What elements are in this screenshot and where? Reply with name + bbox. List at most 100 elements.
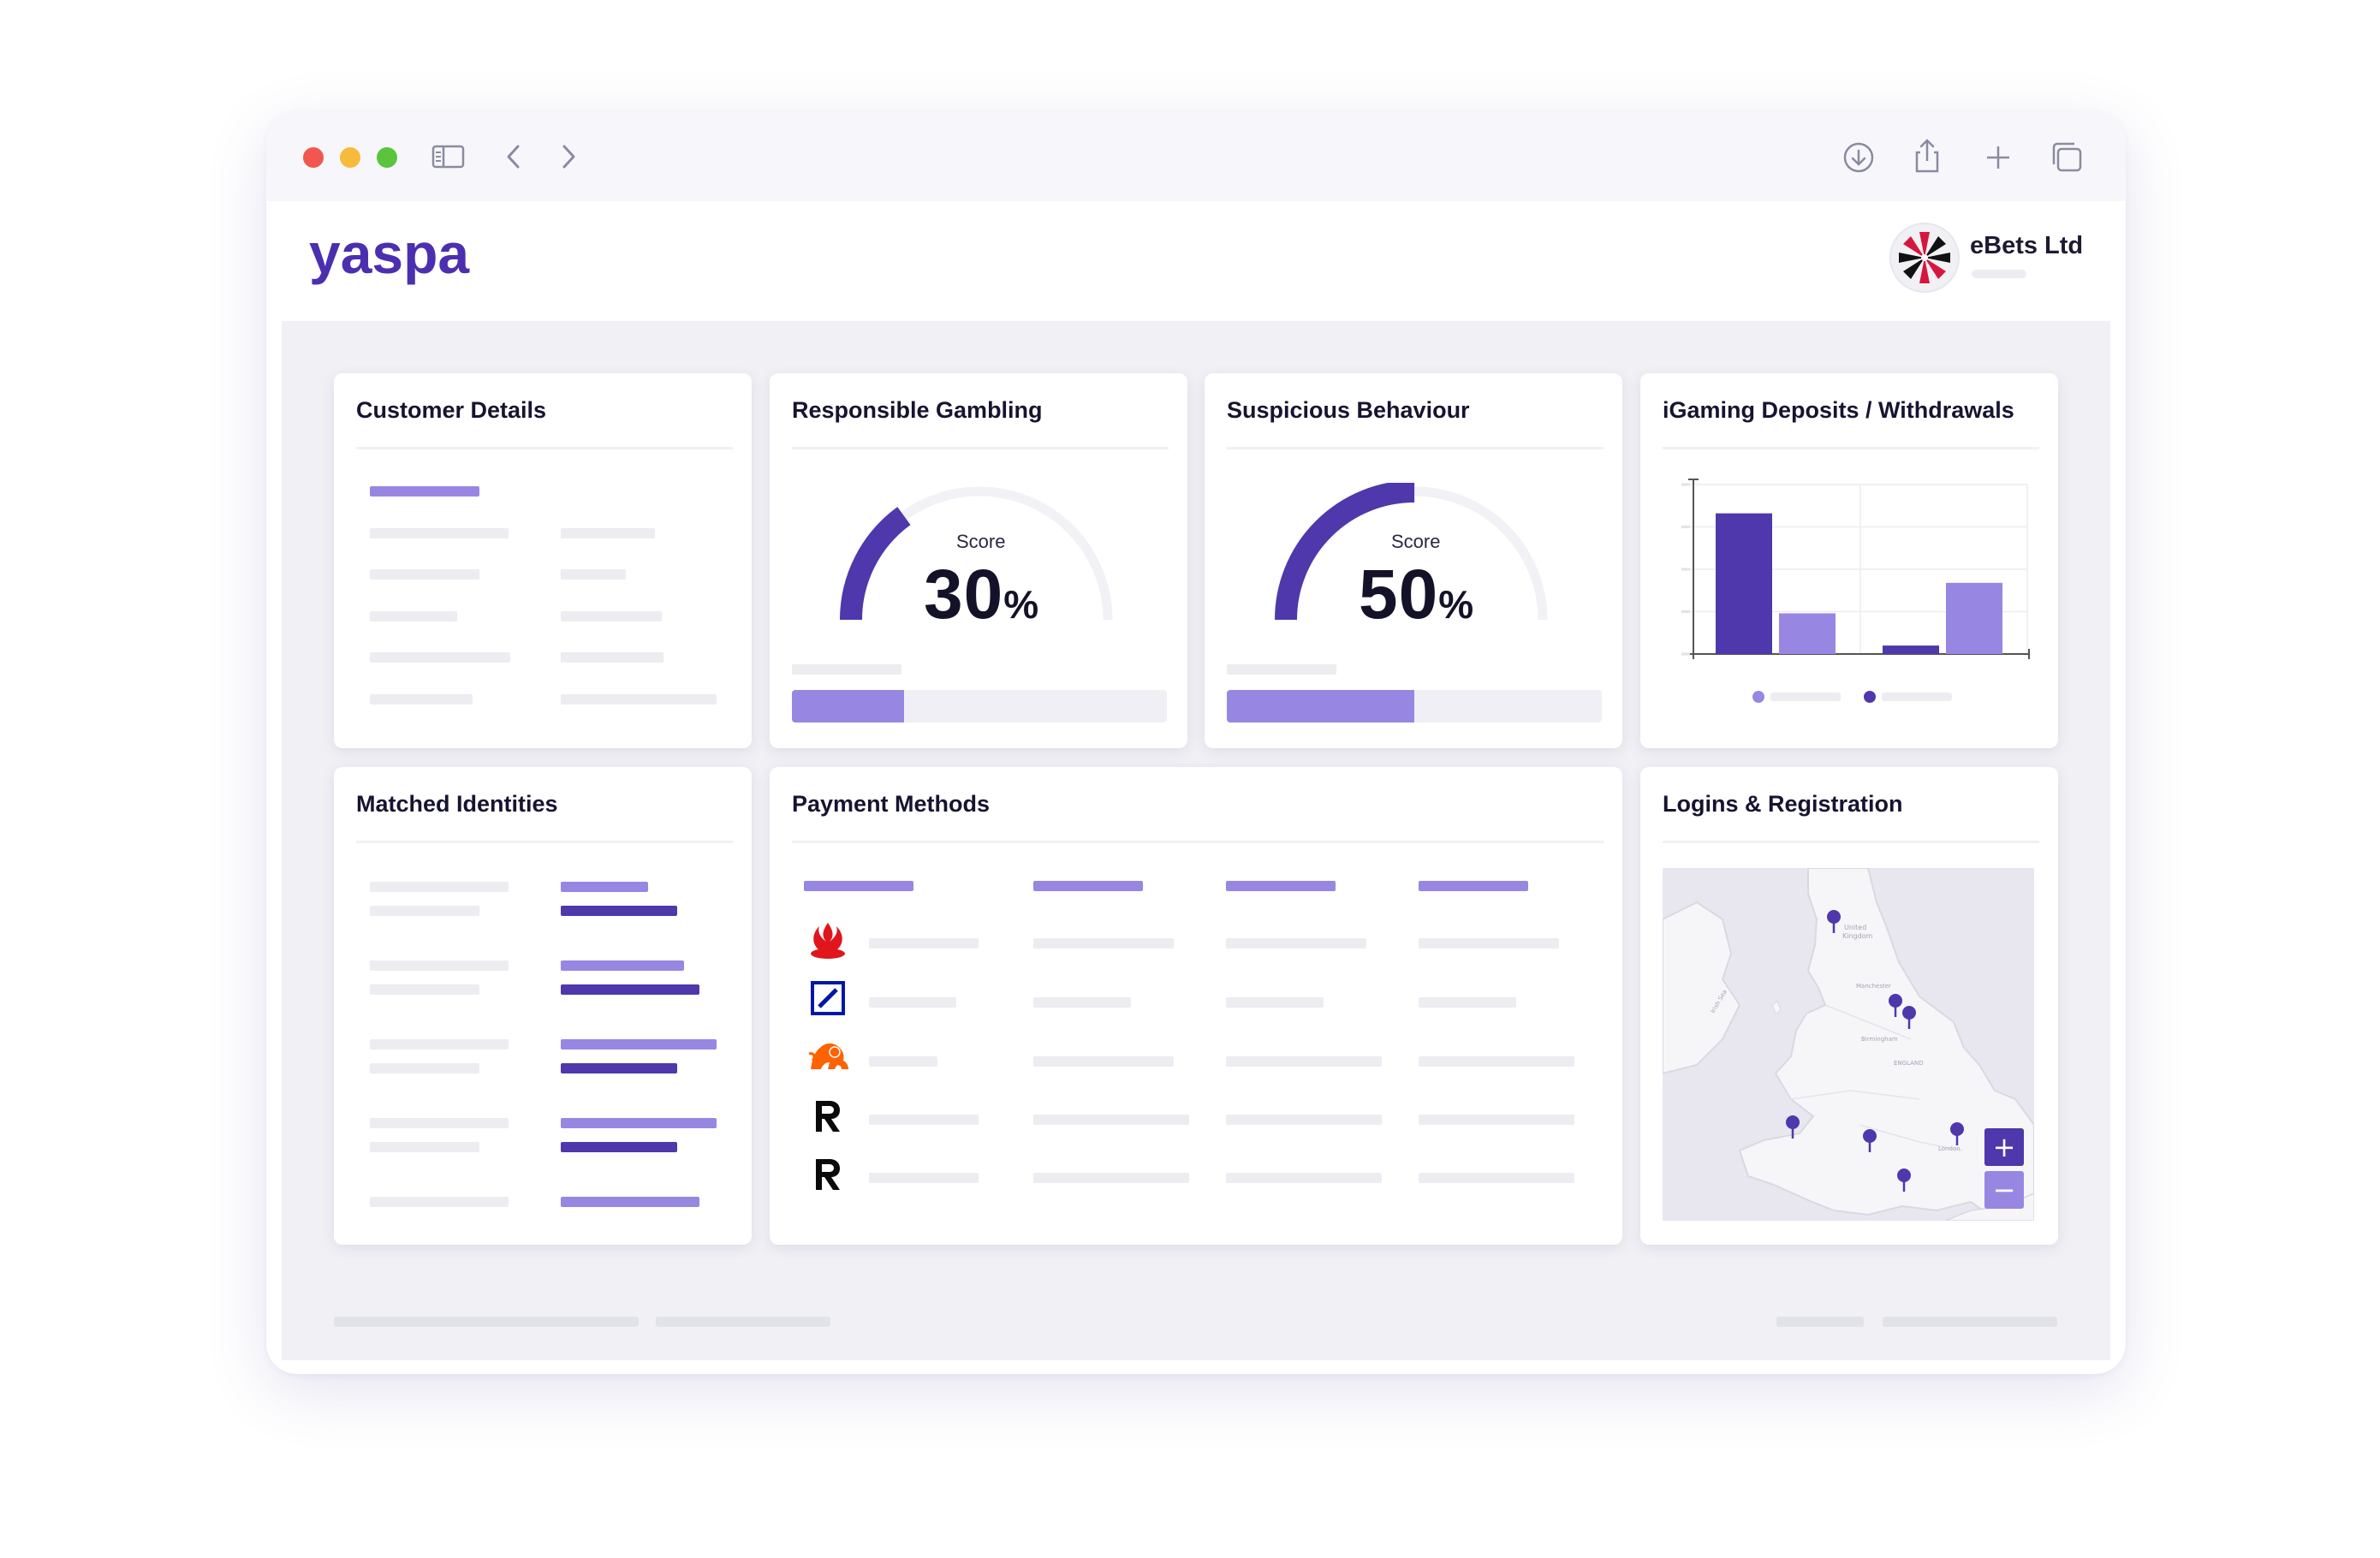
caption-placeholder [1227, 664, 1336, 675]
card-title: Logins & Registration [1663, 791, 1903, 817]
svg-text:Manchester: Manchester [1856, 983, 1891, 990]
customer-details-card[interactable]: Customer Details [334, 373, 752, 748]
column-header [1033, 881, 1143, 891]
ing-lion-icon [806, 1037, 852, 1078]
payment-cell [1419, 1173, 1574, 1183]
maximize-window-button[interactable] [377, 147, 397, 168]
santander-flame-icon [807, 921, 848, 964]
column-header [1226, 881, 1336, 891]
detail-value [561, 569, 626, 580]
legend-marker [1752, 691, 1764, 703]
identity-label [370, 1039, 509, 1050]
map-graphic: United Kingdom ENGLAND Irish Sea Manches… [1663, 868, 2034, 1221]
payment-cell [1226, 938, 1366, 948]
card-title: Matched Identities [356, 791, 558, 817]
divider [356, 447, 733, 449]
identity-match-bar [561, 1039, 717, 1050]
yaspa-logo[interactable]: yaspa [309, 222, 515, 294]
detail-label [370, 694, 473, 705]
payment-cell [869, 1056, 937, 1067]
organisation-subtitle-placeholder [1972, 270, 2026, 278]
footer-placeholder [1883, 1317, 2057, 1327]
identity-match-bar [561, 1063, 677, 1073]
payment-cell [1033, 997, 1131, 1008]
igaming-card[interactable]: iGaming Deposits / Withdrawals [1640, 373, 2058, 748]
detail-label [370, 611, 457, 621]
map-pin-icon[interactable] [1887, 993, 1904, 1019]
uk-map[interactable]: United Kingdom ENGLAND Irish Sea Manches… [1663, 868, 2034, 1221]
legend-label-placeholder [1770, 693, 1841, 701]
matched-identities-card[interactable]: Matched Identities [334, 767, 752, 1245]
zoom-in-button[interactable]: + [1984, 1128, 2024, 1166]
score-unit: % [1003, 582, 1039, 627]
map-pin-icon[interactable] [1784, 1115, 1801, 1140]
identity-label [370, 960, 509, 971]
card-title: Payment Methods [792, 791, 991, 817]
payment-cell [1226, 1173, 1382, 1183]
revolut-r-icon [812, 1156, 843, 1195]
identity-label [370, 984, 479, 995]
organisation-logo [1889, 223, 1960, 293]
legend-marker [1864, 691, 1876, 703]
back-chevron-icon[interactable] [503, 143, 525, 170]
suspicious-behaviour-progress-bar [1227, 690, 1602, 723]
payment-cell [1226, 1115, 1382, 1125]
sidebar-icon[interactable] [431, 144, 466, 169]
divider [792, 447, 1169, 449]
payment-cell [1033, 1115, 1189, 1125]
suspicious-behaviour-gauge [1275, 483, 1554, 621]
brand-wordmark: yaspa [309, 230, 470, 285]
map-pin-icon[interactable] [1825, 909, 1842, 935]
detail-value [561, 611, 662, 621]
deutsche-bank-icon [811, 981, 845, 1019]
caption-placeholder [792, 664, 901, 675]
map-pin-icon[interactable] [1861, 1128, 1878, 1154]
identity-label [370, 882, 509, 892]
payment-cell [869, 997, 956, 1008]
close-window-button[interactable] [303, 147, 324, 168]
share-icon[interactable] [1912, 137, 1943, 175]
payment-cell [1226, 1056, 1382, 1067]
payment-cell [1033, 1056, 1174, 1067]
legend-label-placeholder [1882, 693, 1952, 701]
card-title: Suspicious Behaviour [1227, 397, 1470, 423]
new-tab-plus-icon[interactable] [1983, 142, 2014, 173]
gauge-score-value: 50% [1359, 560, 1473, 630]
download-icon[interactable] [1842, 140, 1876, 175]
suspicious-behaviour-card[interactable]: Suspicious Behaviour Score 50% [1205, 373, 1622, 748]
page-content: yaspa e [266, 201, 2126, 1374]
progress-fill [1227, 690, 1414, 723]
score-number: 50 [1359, 556, 1439, 633]
map-pin-icon[interactable] [1901, 1005, 1918, 1031]
detail-label [370, 569, 479, 580]
payment-cell [1419, 938, 1559, 948]
map-pin-icon[interactable] [1895, 1168, 1913, 1193]
score-number: 30 [924, 556, 1004, 633]
progress-fill [792, 690, 905, 723]
gauge-arc [1275, 483, 1554, 621]
dashboard: Customer Details Responsible Gambling [282, 321, 2110, 1360]
identity-label [370, 906, 479, 916]
forward-chevron-icon[interactable] [557, 143, 580, 170]
browser-window: yaspa e [266, 112, 2126, 1374]
divider [1663, 447, 2039, 449]
score-unit: % [1438, 582, 1474, 627]
logins-registration-card[interactable]: Logins & Registration [1640, 767, 2058, 1245]
payment-cell [869, 1173, 979, 1183]
payment-methods-card[interactable]: Payment Methods [770, 767, 1622, 1245]
igaming-bar-chart [1681, 479, 2030, 703]
column-header [804, 881, 913, 891]
map-pin-icon[interactable] [1949, 1121, 1966, 1147]
responsible-gambling-card[interactable]: Responsible Gambling Score 30% [770, 373, 1187, 748]
footer-placeholder [656, 1317, 830, 1327]
detail-label [370, 528, 509, 538]
responsible-gambling-gauge [840, 483, 1119, 621]
gauge-arc [840, 483, 1119, 621]
organisation-name[interactable]: eBets Ltd [1970, 232, 2084, 259]
card-title: Customer Details [356, 397, 547, 423]
zoom-out-button[interactable]: − [1984, 1171, 2024, 1209]
tabs-overview-icon[interactable] [2050, 140, 2085, 175]
minimize-window-button[interactable] [340, 147, 360, 168]
gauge-score-value: 30% [924, 560, 1038, 630]
payment-cell [869, 1115, 979, 1125]
